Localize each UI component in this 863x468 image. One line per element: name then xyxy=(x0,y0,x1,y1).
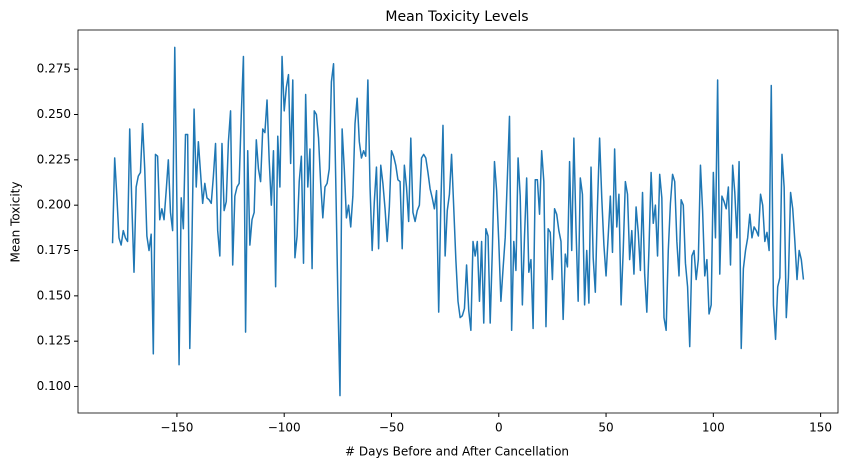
y-tick-label: 0.200 xyxy=(37,198,71,212)
plot-frame xyxy=(77,29,839,414)
x-tick-label: 0 xyxy=(495,421,503,435)
y-axis-label: Mean Toxicity xyxy=(9,182,23,263)
x-tick-label: 100 xyxy=(702,421,725,435)
chart-title: Mean Toxicity Levels xyxy=(385,9,528,25)
x-tick-label: 50 xyxy=(598,421,613,435)
y-tick-label: 0.175 xyxy=(37,243,71,257)
y-tick-label: 0.100 xyxy=(37,379,71,393)
x-tick-label: −150 xyxy=(160,421,193,435)
x-axis-label: # Days Before and After Cancellation xyxy=(345,445,569,459)
x-tick-label: 150 xyxy=(809,421,832,435)
x-tick-label: −50 xyxy=(379,421,404,435)
y-tick-label: 0.225 xyxy=(37,152,71,166)
x-tick-label: −100 xyxy=(268,421,301,435)
y-tick-label: 0.275 xyxy=(37,62,71,76)
y-tick-label: 0.125 xyxy=(37,334,71,348)
y-tick-label: 0.150 xyxy=(37,288,71,302)
data-line xyxy=(111,46,805,397)
y-tick-label: 0.250 xyxy=(37,107,71,121)
